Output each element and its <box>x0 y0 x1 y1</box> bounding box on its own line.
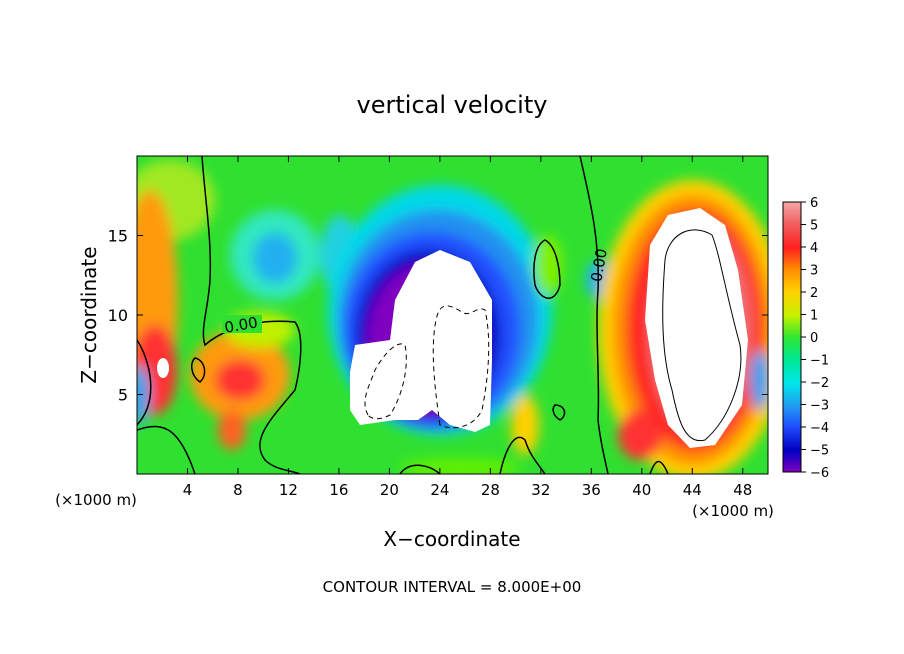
colorbar-tick-label: −3 <box>810 399 829 414</box>
colorbar-tick-label: 5 <box>810 219 818 234</box>
contour-label: 0.00 <box>223 313 259 337</box>
updraft-core-left <box>157 358 169 378</box>
y-ticks: 5 10 15 <box>108 227 768 405</box>
x-ticks: 4 8 12 16 20 24 28 32 36 40 44 48 <box>183 156 752 499</box>
colorbar-tick-label: 4 <box>810 241 818 256</box>
y-unit-label: (×1000 m) <box>55 491 137 509</box>
contour-label: 0.00 <box>587 247 611 283</box>
colorbar-ticks: 6 5 4 3 2 1 0 −1 −2 −3 −4 −5 −6 <box>801 196 829 481</box>
plot-area <box>137 156 768 474</box>
colorbar-tick-label: 0 <box>810 331 818 346</box>
x-tick-label: 12 <box>279 481 298 499</box>
inner-contours <box>364 229 742 442</box>
zero-contours <box>137 156 669 474</box>
updraft-core <box>645 208 748 448</box>
x-tick-label: 8 <box>233 481 243 499</box>
downdraft-core <box>350 250 492 432</box>
x-tick-label: 36 <box>582 481 601 499</box>
colorbar-tick-label: −4 <box>810 421 829 436</box>
x-tick-label: 4 <box>183 481 193 499</box>
x-tick-label: 16 <box>329 481 348 499</box>
x-tick-label: 28 <box>481 481 500 499</box>
x-tick-label: 32 <box>531 481 550 499</box>
y-axis-label: Z−coordinate <box>77 246 101 383</box>
y-tick-label: 5 <box>118 386 128 405</box>
x-unit-label: (×1000 m) <box>692 502 774 520</box>
colorbar <box>782 201 802 473</box>
colorbar-tick-label: −1 <box>810 354 829 369</box>
x-tick-label: 40 <box>632 481 651 499</box>
y-tick-label: 10 <box>108 306 128 325</box>
chart-title: vertical velocity <box>357 91 548 119</box>
x-axis-label: X−coordinate <box>383 527 520 551</box>
contour-interval-note: CONTOUR INTERVAL = 8.000E+00 <box>323 578 582 596</box>
x-tick-label: 48 <box>733 481 752 499</box>
x-tick-label: 24 <box>430 481 449 499</box>
colorbar-tick-label: 6 <box>810 196 818 211</box>
colorbar-tick-label: 2 <box>810 286 818 301</box>
x-tick-label: 20 <box>380 481 399 499</box>
colorbar-tick-label: −6 <box>810 466 829 481</box>
colorbar-tick-label: 3 <box>810 264 818 279</box>
y-tick-label: 15 <box>108 227 128 246</box>
x-tick-label: 44 <box>683 481 702 499</box>
colorbar-tick-label: −5 <box>810 444 829 459</box>
colorbar-tick-label: 1 <box>810 309 818 324</box>
colorbar-tick-label: −2 <box>810 376 829 391</box>
